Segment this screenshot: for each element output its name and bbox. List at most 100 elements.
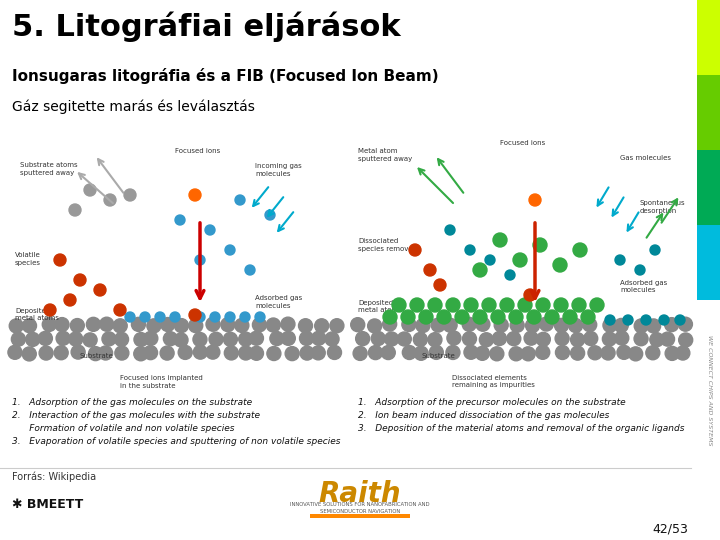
Circle shape [368, 319, 382, 333]
Circle shape [325, 332, 339, 346]
Circle shape [26, 333, 40, 347]
Circle shape [206, 345, 220, 359]
Circle shape [209, 332, 223, 346]
Text: Focused ions: Focused ions [500, 140, 545, 146]
Circle shape [89, 347, 102, 361]
Circle shape [424, 264, 436, 276]
Circle shape [114, 332, 129, 346]
Circle shape [69, 204, 81, 216]
Circle shape [239, 332, 253, 346]
Circle shape [102, 332, 116, 346]
Text: 1.   Adsorption of the gas molecules on the substrate: 1. Adsorption of the gas molecules on th… [12, 398, 252, 407]
Text: Deposited
metal atoms: Deposited metal atoms [15, 308, 59, 321]
Circle shape [402, 346, 416, 360]
Circle shape [174, 319, 189, 333]
Circle shape [94, 284, 106, 296]
Circle shape [189, 319, 203, 333]
Circle shape [55, 318, 69, 332]
Circle shape [524, 331, 538, 345]
Circle shape [490, 347, 504, 361]
Circle shape [22, 347, 36, 361]
Circle shape [447, 331, 461, 345]
Circle shape [527, 310, 541, 324]
Circle shape [206, 317, 220, 331]
Circle shape [401, 310, 415, 324]
Circle shape [629, 347, 643, 361]
Text: Gáz segitette marás és leválasztás: Gáz segitette marás és leválasztás [12, 100, 255, 114]
Circle shape [572, 298, 586, 312]
Circle shape [253, 318, 266, 332]
Circle shape [328, 346, 341, 360]
Circle shape [445, 225, 455, 235]
Circle shape [554, 298, 568, 312]
Circle shape [615, 331, 629, 345]
Circle shape [44, 304, 56, 316]
Circle shape [38, 332, 53, 346]
Text: WE CONNECT CHIPS AND SYSTEMS: WE CONNECT CHIPS AND SYSTEMS [706, 335, 711, 446]
Circle shape [573, 243, 587, 257]
Circle shape [225, 346, 238, 360]
Bar [697, 0, 720, 75]
Circle shape [464, 298, 478, 312]
Circle shape [356, 332, 369, 346]
Circle shape [475, 346, 490, 360]
Text: Formation of volatile and non volatile species: Formation of volatile and non volatile s… [12, 424, 235, 433]
Circle shape [521, 347, 535, 361]
Circle shape [163, 332, 177, 346]
Circle shape [113, 319, 127, 333]
Circle shape [249, 346, 264, 360]
Text: Spontaneous
desorption: Spontaneous desorption [640, 200, 685, 213]
Circle shape [570, 333, 585, 347]
Text: Adsorbed gas
molecules: Adsorbed gas molecules [255, 295, 302, 308]
Circle shape [194, 345, 207, 359]
Circle shape [569, 319, 582, 333]
Circle shape [428, 333, 442, 347]
Text: 42/53: 42/53 [652, 522, 688, 535]
Circle shape [437, 310, 451, 324]
Circle shape [581, 310, 595, 324]
Circle shape [465, 245, 475, 255]
Circle shape [9, 319, 23, 333]
Circle shape [225, 245, 235, 255]
Circle shape [402, 318, 416, 332]
Circle shape [372, 332, 385, 346]
Circle shape [482, 298, 496, 312]
Circle shape [492, 332, 506, 346]
Circle shape [311, 346, 325, 360]
Circle shape [617, 346, 631, 359]
Circle shape [603, 332, 616, 346]
Circle shape [509, 310, 523, 324]
Circle shape [8, 345, 22, 359]
Circle shape [505, 270, 515, 280]
Circle shape [39, 346, 53, 360]
Circle shape [650, 333, 664, 347]
Circle shape [416, 319, 430, 333]
Circle shape [491, 310, 505, 324]
Circle shape [545, 310, 559, 324]
Circle shape [147, 319, 161, 333]
Circle shape [270, 332, 284, 346]
Bar [697, 75, 720, 150]
Circle shape [555, 332, 569, 346]
Circle shape [529, 194, 541, 206]
Circle shape [83, 333, 97, 347]
Circle shape [140, 312, 150, 322]
Circle shape [480, 333, 493, 347]
Text: Deposited
metal atoms: Deposited metal atoms [358, 300, 402, 314]
Circle shape [462, 318, 476, 332]
Circle shape [676, 346, 690, 360]
Circle shape [553, 258, 567, 272]
Circle shape [526, 319, 539, 333]
Circle shape [195, 255, 205, 265]
Circle shape [641, 315, 651, 325]
Circle shape [114, 304, 126, 316]
Circle shape [54, 346, 68, 360]
Circle shape [160, 346, 174, 360]
Circle shape [647, 319, 661, 333]
Circle shape [300, 332, 313, 346]
Circle shape [71, 345, 85, 359]
Bar [697, 225, 720, 300]
Circle shape [473, 310, 487, 324]
Circle shape [266, 318, 280, 332]
Circle shape [615, 255, 625, 265]
